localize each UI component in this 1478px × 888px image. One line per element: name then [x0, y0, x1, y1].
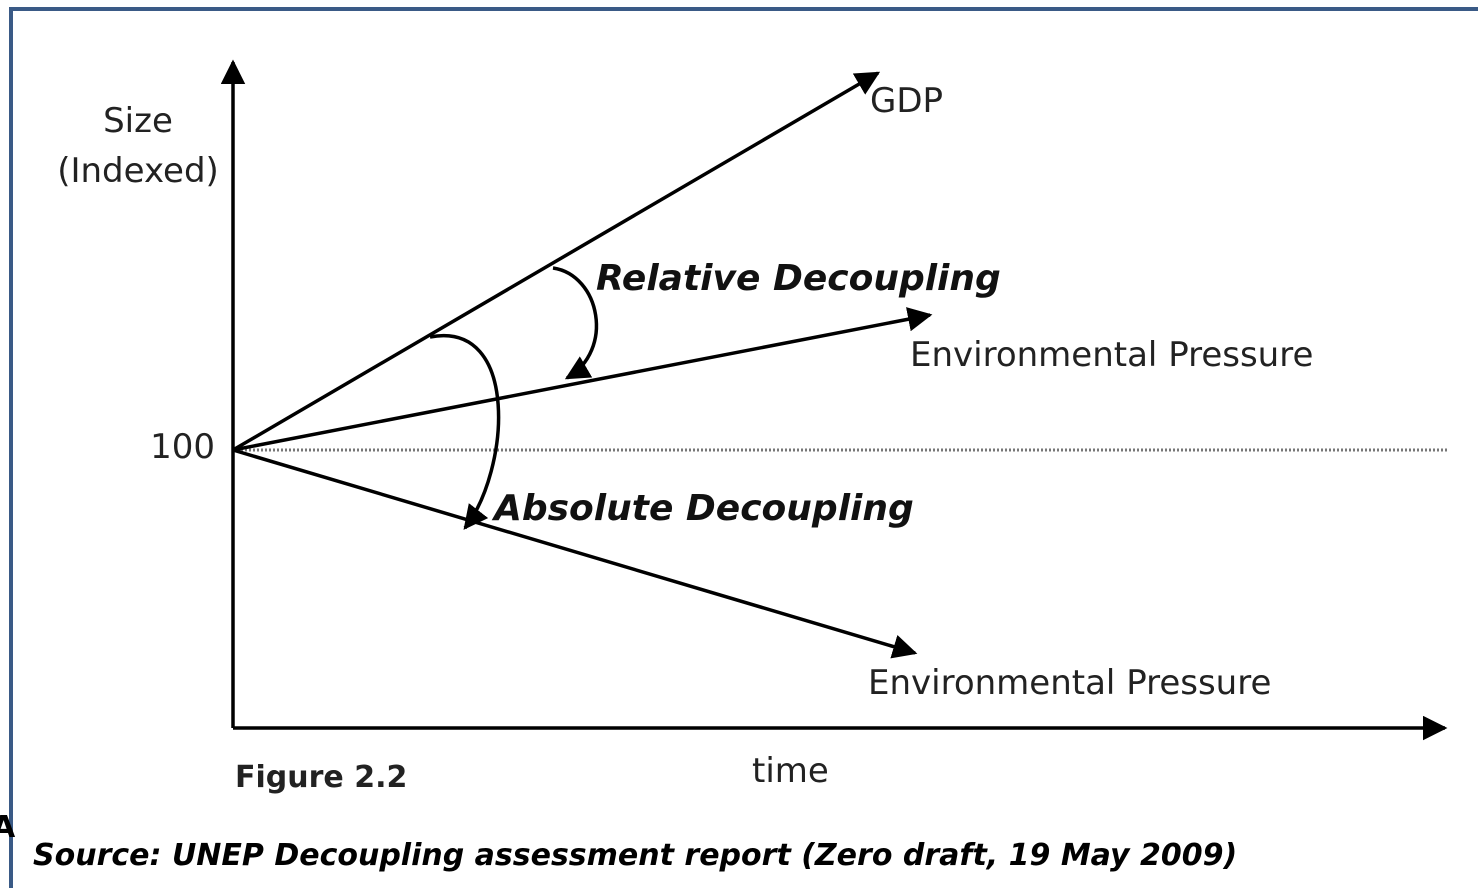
- annotation: Relative Decoupling: [596, 258, 1001, 299]
- gdp-line: [232, 71, 881, 452]
- figure-label: Figure 2.2: [235, 760, 407, 795]
- line-label: Environmental Pressure: [868, 663, 1271, 703]
- y-label: Size: [103, 101, 173, 141]
- absolute-arc: [429, 333, 501, 530]
- edge-fragment: A: [0, 810, 16, 845]
- env-absolute-line: [232, 448, 918, 659]
- y-label: (Indexed): [57, 151, 219, 191]
- baseline-label: 100: [150, 427, 215, 467]
- relative-arc: [552, 266, 599, 380]
- line-label: Environmental Pressure: [910, 335, 1313, 375]
- x-label: time: [752, 751, 829, 791]
- line-label: GDP: [870, 81, 943, 121]
- env-relative-line: [232, 307, 933, 452]
- source: Source: UNEP Decoupling assessment repor…: [33, 838, 1237, 873]
- annotation: Absolute Decoupling: [491, 488, 914, 529]
- frame: [9, 7, 1478, 888]
